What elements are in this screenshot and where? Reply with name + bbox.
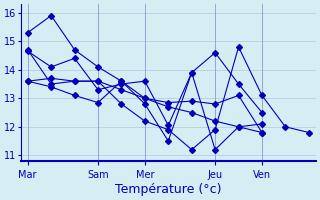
X-axis label: Température (°c): Température (°c) [115, 183, 221, 196]
